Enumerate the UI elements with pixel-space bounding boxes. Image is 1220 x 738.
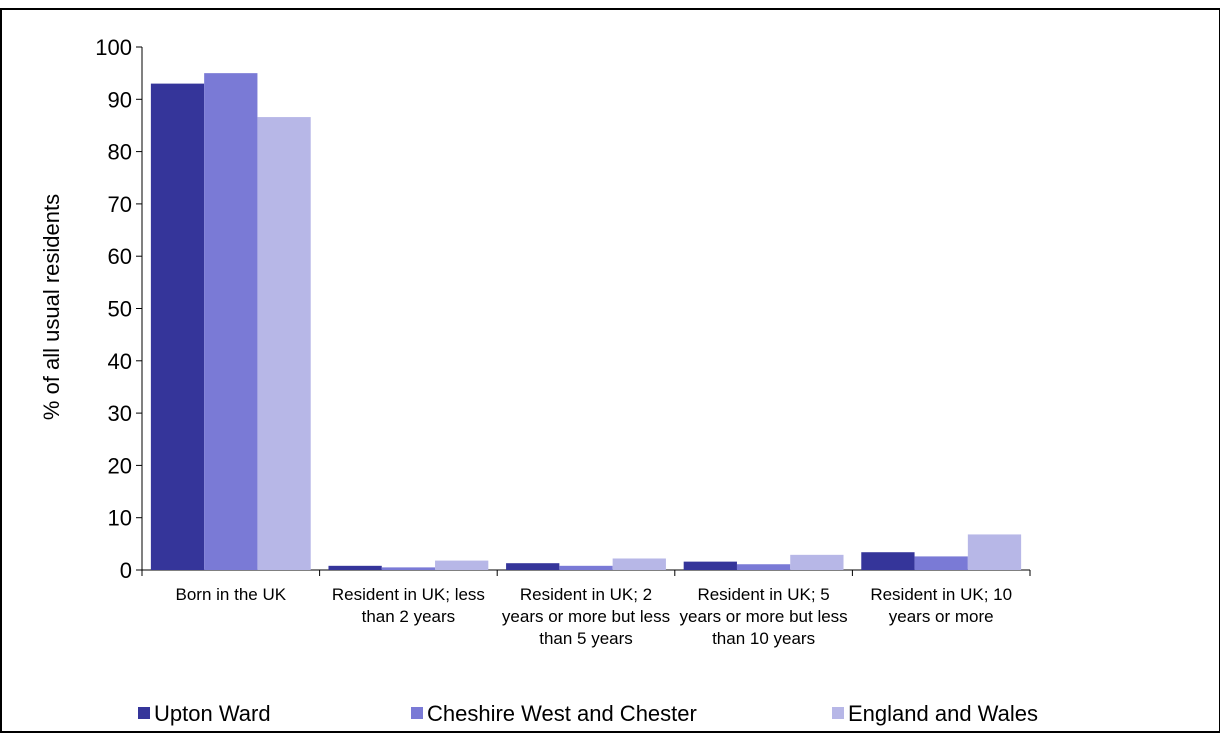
x-tick-label: Resident in UK; less than 2 years — [332, 585, 485, 626]
bar — [506, 563, 560, 570]
bar — [861, 552, 915, 570]
legend-swatch — [411, 707, 423, 719]
bar — [612, 558, 666, 570]
bar — [736, 564, 791, 570]
bar — [150, 83, 205, 571]
bar — [328, 565, 382, 570]
bar — [914, 556, 968, 570]
bar — [967, 534, 1022, 570]
bar — [381, 567, 436, 570]
y-tick-label: 30 — [108, 401, 132, 426]
legend-label: Cheshire West and Chester — [427, 701, 697, 726]
y-tick-label: 100 — [95, 35, 132, 60]
y-tick-label: 20 — [108, 453, 132, 478]
bar — [683, 561, 737, 570]
legend-swatch — [138, 707, 150, 719]
y-axis-label: % of all usual residents — [39, 194, 64, 420]
legend-swatch — [832, 707, 844, 719]
bar — [204, 73, 258, 571]
bar — [559, 565, 613, 570]
y-tick-label: 80 — [108, 140, 132, 165]
legend-label: England and Wales — [848, 701, 1038, 726]
legend-label: Upton Ward — [154, 701, 271, 726]
x-tick-label: Resident in UK; 10 years or more — [870, 585, 1012, 626]
plot-area: 0 10 20 30 40 50 60 70 80 90 100 Born in the UK Resi… — [95, 35, 1031, 648]
x-tick-label: Born in the UK — [176, 585, 287, 604]
y-tick-label: 0 — [120, 558, 132, 583]
y-tick-label: 60 — [108, 244, 132, 269]
x-tick-label: Resident in UK; 2 years or more but less t… — [502, 585, 670, 648]
x-tick-label: Resident in UK; 5 years or more but less t… — [680, 585, 848, 648]
bar — [257, 117, 311, 570]
y-tick-label: 50 — [108, 297, 132, 322]
bar — [435, 560, 489, 570]
bar — [790, 554, 844, 570]
y-tick-label: 90 — [108, 87, 132, 112]
y-tick-label: 10 — [108, 506, 132, 531]
y-tick-label: 40 — [108, 349, 132, 374]
legend: Upton Ward Cheshire West and Chester Engla… — [138, 701, 1038, 726]
y-tick-label: 70 — [108, 192, 132, 217]
